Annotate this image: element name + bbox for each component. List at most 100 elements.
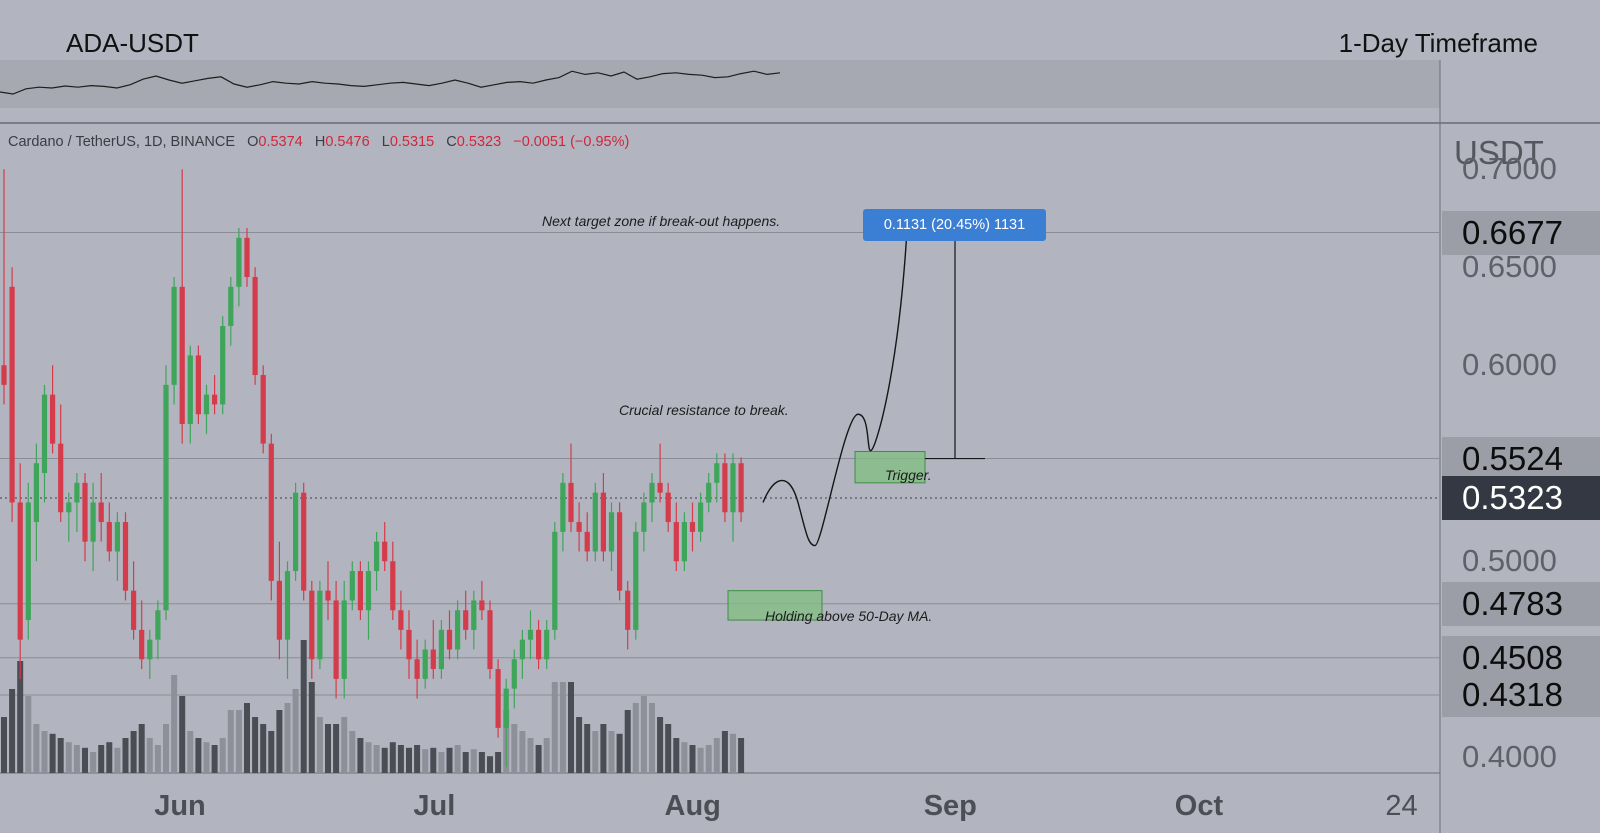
volume-bar-45	[365, 742, 372, 773]
candle-body-17	[139, 629, 145, 660]
candle-body-70	[568, 482, 574, 523]
candle-body-25	[203, 394, 210, 415]
close-label: C	[446, 134, 457, 150]
volume-bar-84	[681, 742, 688, 773]
candle-body-47	[382, 541, 388, 562]
candle-body-59	[479, 600, 485, 611]
candle-body-7	[58, 443, 64, 513]
volume-bar-56	[454, 745, 461, 773]
volume-bar-20	[163, 724, 169, 773]
candle-body-2	[17, 502, 23, 640]
candle-body-69	[560, 482, 566, 532]
candle-body-58	[471, 600, 477, 630]
candle-body-3	[25, 502, 31, 621]
volume-bar-6	[49, 733, 56, 773]
candle-body-73	[592, 492, 598, 552]
volume-bar-32	[260, 724, 267, 773]
volume-bar-10	[82, 747, 88, 773]
volume-bar-27	[219, 738, 226, 773]
candle-body-46	[374, 541, 380, 572]
candle-body-83	[673, 522, 679, 562]
candle-body-28	[228, 286, 234, 327]
symbol-name: Cardano / TetherUS, 1D, BINANCE	[8, 134, 235, 150]
volume-bar-90	[730, 733, 736, 773]
candle-body-86	[698, 502, 704, 532]
candle-body-79	[641, 502, 647, 532]
candle-body-16	[131, 590, 137, 630]
candle-body-6	[50, 394, 56, 444]
candle-body-5	[41, 394, 48, 474]
volume-bar-2	[17, 661, 24, 773]
volume-bar-46	[373, 745, 380, 773]
candle-body-50	[406, 629, 412, 660]
volume-bar-37	[300, 640, 307, 773]
volume-bar-50	[406, 747, 412, 773]
candle-body-38	[309, 590, 315, 660]
volume-bar-69	[559, 682, 566, 773]
volume-bar-31	[252, 717, 259, 773]
sentiment-line	[0, 70, 781, 95]
volume-bar-88	[713, 738, 720, 773]
candle-body-0	[1, 365, 7, 385]
candle-body-57	[463, 610, 469, 630]
zone-0	[854, 450, 926, 484]
time-tick-2: Aug	[664, 790, 721, 822]
candle-body-49	[398, 610, 404, 630]
candle-body-75	[608, 512, 615, 552]
volume-bar-53	[430, 747, 437, 773]
candle-body-80	[649, 482, 655, 503]
candle-body-66	[536, 629, 542, 660]
volume-bar-75	[608, 731, 615, 773]
volume-bar-55	[446, 747, 453, 773]
candle-body-4	[33, 463, 39, 523]
volume-bar-82	[665, 724, 672, 773]
candle-body-55	[446, 629, 453, 650]
volume-bar-16	[130, 731, 137, 773]
price-tick-3: 0.5000	[1462, 543, 1557, 579]
timeframe-title: 1-Day Timeframe	[1338, 28, 1538, 58]
volume-bar-36	[292, 689, 299, 773]
candle-body-56	[455, 610, 461, 650]
candle-body-64	[519, 639, 525, 660]
candle-body-8	[66, 502, 72, 513]
candle-body-48	[390, 561, 396, 611]
candle-body-88	[714, 463, 720, 483]
volume-bar-83	[673, 738, 680, 773]
volume-bar-73	[592, 731, 599, 773]
target-annotation: Next target zone if break-out happens.	[542, 213, 781, 229]
time-tick-4: Oct	[1174, 790, 1224, 822]
volume-bar-79	[640, 696, 647, 773]
volume-bar-72	[584, 724, 591, 773]
volume-bar-78	[632, 703, 639, 773]
candle-body-9	[74, 482, 80, 503]
volume-bar-61	[495, 752, 502, 773]
price-tick-2: 0.6000	[1462, 347, 1557, 383]
change-value: −0.0051 (−0.95%)	[513, 134, 630, 150]
volume-bar-12	[98, 745, 105, 773]
candle-body-85	[689, 522, 696, 532]
ma-annotation: Holding above 50-Day MA.	[765, 608, 933, 624]
candle-body-26	[212, 394, 218, 405]
candle-body-32	[260, 375, 266, 444]
volume-bar-30	[244, 703, 250, 773]
candle-body-44	[357, 571, 363, 611]
candle-body-24	[195, 355, 201, 415]
volume-bar-40	[325, 724, 331, 773]
volume-bar-24	[195, 738, 202, 773]
candle-body-11	[90, 502, 96, 542]
candle-body-76	[617, 512, 623, 591]
candle-body-63	[511, 659, 517, 689]
high-value: 0.5476	[325, 134, 370, 150]
candle-body-27	[220, 326, 226, 405]
volume-bar-71	[576, 717, 583, 773]
volume-bar-0	[1, 717, 7, 773]
volume-bar-48	[389, 742, 396, 773]
candle-body-39	[317, 590, 323, 660]
volume-bar-44	[357, 738, 364, 773]
volume-bar-74	[600, 724, 607, 773]
volume-bar-91	[738, 738, 745, 773]
zone-1	[727, 590, 823, 621]
volume-bar-77	[624, 710, 631, 773]
volume-bar-67	[543, 738, 550, 773]
